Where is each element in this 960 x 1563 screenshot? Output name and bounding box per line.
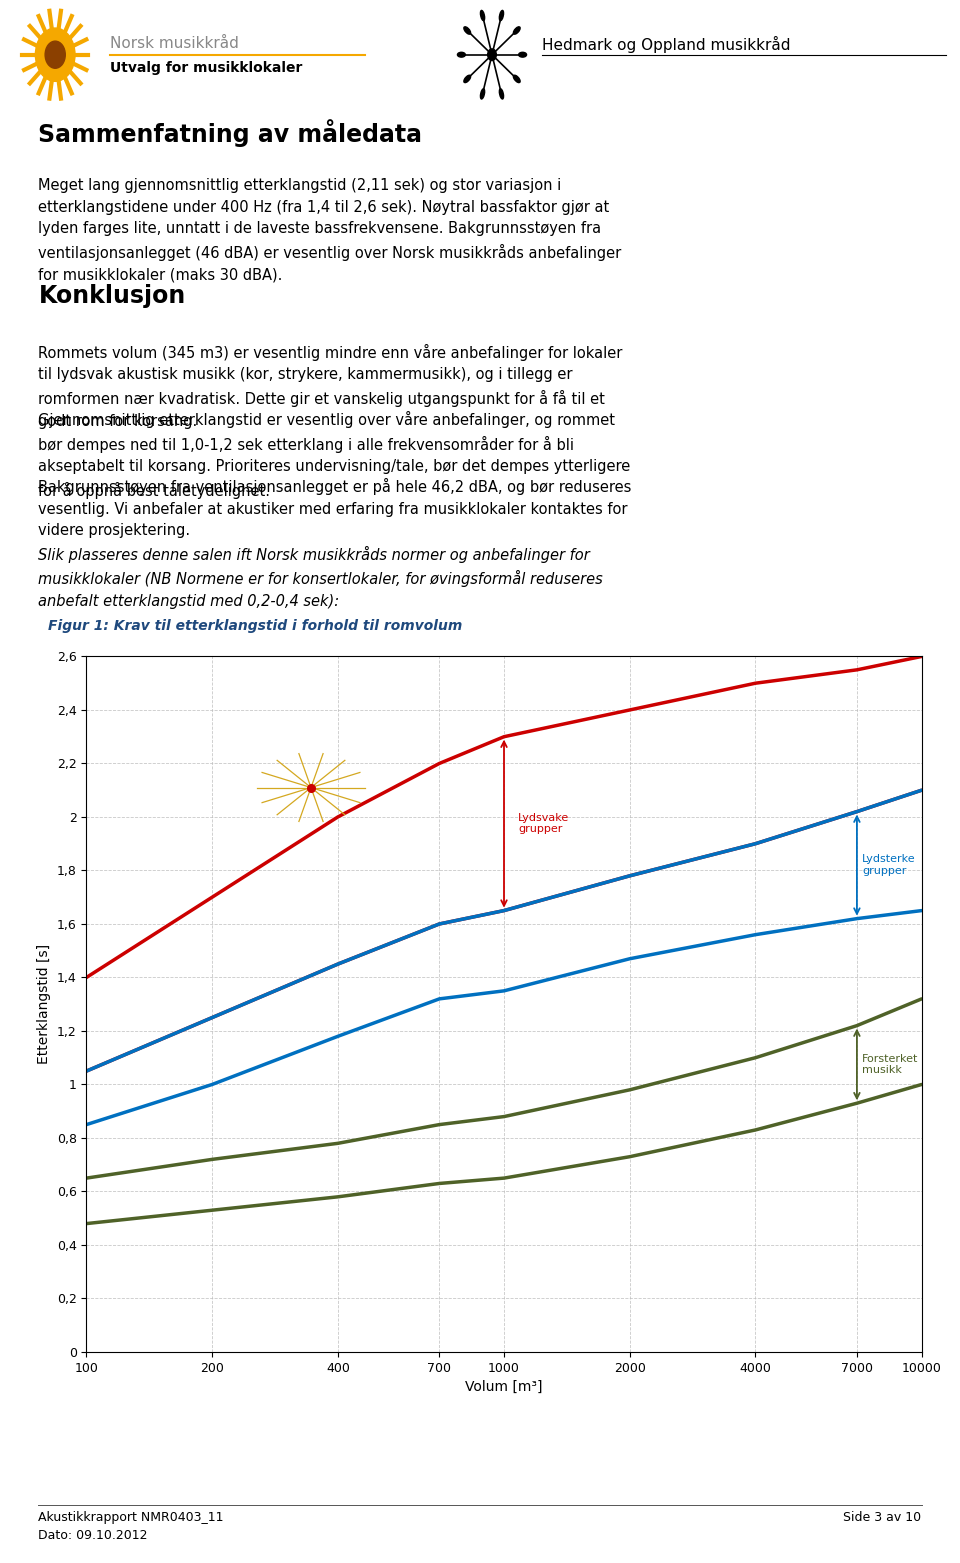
Text: Utvalg for musikklokaler: Utvalg for musikklokaler (110, 61, 302, 75)
Ellipse shape (514, 27, 520, 34)
Circle shape (45, 41, 65, 69)
X-axis label: Volum [m³]: Volum [m³] (466, 1380, 542, 1394)
Text: Side 3 av 10: Side 3 av 10 (844, 1511, 922, 1524)
Text: Slik plasseres denne salen ift Norsk musikkråds normer og anbefalinger for
musik: Slik plasseres denne salen ift Norsk mus… (38, 545, 603, 610)
Text: Meget lang gjennomsnittlig etterklangstid (2,11 sek) og stor variasjon i
etterkl: Meget lang gjennomsnittlig etterklangsti… (38, 178, 622, 283)
Text: Akustikkrapport NMR0403_11
Dato: 09.10.2012: Akustikkrapport NMR0403_11 Dato: 09.10.2… (38, 1511, 224, 1543)
Text: Norsk musikkråd: Norsk musikkråd (110, 36, 239, 52)
Circle shape (36, 28, 75, 81)
Ellipse shape (514, 75, 520, 83)
Ellipse shape (518, 52, 526, 58)
Y-axis label: Etterklangstid [s]: Etterklangstid [s] (37, 944, 51, 1064)
Ellipse shape (480, 89, 485, 98)
Ellipse shape (457, 52, 466, 58)
Text: Sammenfatning av måledata: Sammenfatning av måledata (38, 119, 422, 147)
Text: Bakgrunnsstøyen fra ventilasjonsanlegget er på hele 46,2 dBA, og bør reduseres
v: Bakgrunnsstøyen fra ventilasjonsanlegget… (38, 478, 632, 539)
Text: Konklusjon: Konklusjon (38, 284, 185, 308)
Text: Figur 1: Krav til etterklangstid i forhold til romvolum: Figur 1: Krav til etterklangstid i forho… (48, 619, 463, 633)
Ellipse shape (499, 89, 504, 98)
Text: Rommets volum (345 m3) er vesentlig mindre enn våre anbefalinger for lokaler
til: Rommets volum (345 m3) er vesentlig mind… (38, 344, 623, 428)
Text: Gjennomsnittlig etterklangstid er vesentlig over våre anbefalinger, og rommet
bø: Gjennomsnittlig etterklangstid er vesent… (38, 411, 631, 499)
Ellipse shape (464, 27, 470, 34)
Ellipse shape (480, 11, 485, 20)
Circle shape (488, 48, 496, 61)
Text: Lydsvake
grupper: Lydsvake grupper (518, 813, 569, 835)
Text: Forsterket
musikk: Forsterket musikk (862, 1053, 919, 1075)
Ellipse shape (499, 11, 504, 20)
Ellipse shape (464, 75, 470, 83)
Text: Lydsterke
grupper: Lydsterke grupper (862, 855, 916, 875)
Text: Hedmark og Oppland musikkråd: Hedmark og Oppland musikkråd (542, 36, 791, 53)
